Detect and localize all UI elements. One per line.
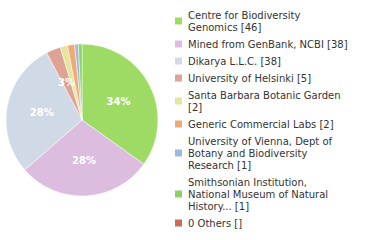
svg-text:34%: 34%	[106, 96, 130, 107]
svg-text:Generic Commercial Labs [2]: Generic Commercial Labs [2]	[188, 119, 334, 130]
svg-text:Mined from GenBank, NCBI [38]: Mined from GenBank, NCBI [38]	[188, 39, 348, 50]
svg-text:Centre for Biodiversity: Centre for Biodiversity	[188, 10, 304, 21]
svg-text:Genomics [46]: Genomics [46]	[188, 22, 261, 33]
svg-text:History... [1]: History... [1]	[188, 201, 249, 212]
svg-text:Dikarya L.L.C. [38]: Dikarya L.L.C. [38]	[188, 56, 281, 67]
svg-text:28%: 28%	[72, 155, 96, 166]
svg-text:3%: 3%	[58, 77, 75, 88]
svg-text:University of Helsinki [5]: University of Helsinki [5]	[188, 73, 311, 84]
svg-text:0 Others []: 0 Others []	[188, 218, 242, 229]
svg-text:28%: 28%	[30, 107, 54, 118]
svg-text:[2]: [2]	[188, 102, 202, 113]
svg-text:National Museum of Natural: National Museum of Natural	[188, 189, 331, 200]
svg-text:Santa Barbara Botanic Garden: Santa Barbara Botanic Garden	[188, 90, 344, 101]
svg-text:Research [1]: Research [1]	[188, 160, 251, 171]
svg-text:Botany and Biodiversity: Botany and Biodiversity	[188, 148, 311, 159]
svg-text:University of Vienna, Dept of: University of Vienna, Dept of	[188, 136, 335, 147]
svg-text:Smithsonian Institution,: Smithsonian Institution,	[188, 177, 310, 188]
